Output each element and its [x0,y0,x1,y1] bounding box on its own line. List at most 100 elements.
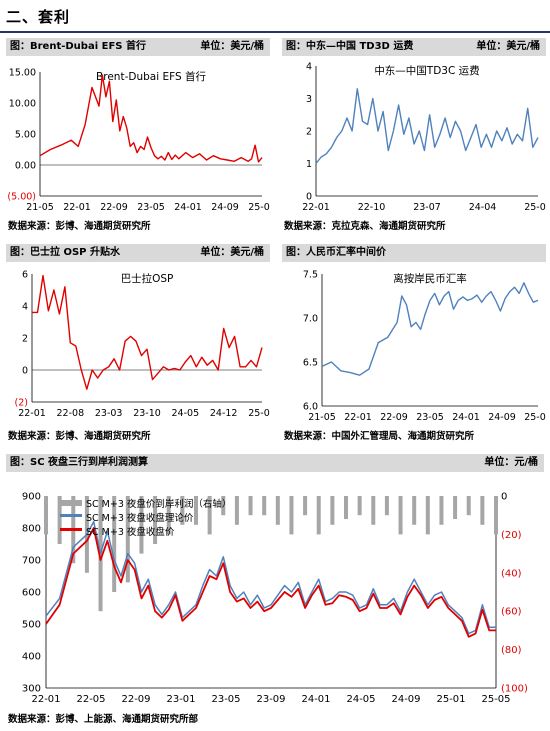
chart-title: 中东—中国TD3C 运费 [374,64,479,77]
x-tick-label: 23-01 [166,694,195,705]
legend-swatch [60,500,82,506]
panel-2-source: 数据来源：克拉克森、海通期货研究所 [284,221,446,232]
y2-tick-label: (20) [501,530,522,541]
profit-bar [180,496,185,525]
x-tick-label: 25-07 [248,408,270,419]
profit-bar [289,496,294,535]
panel-1-source: 数据来源：彭博、海通期货研究所 [8,221,151,232]
y-tick-label: 0.00 [15,161,36,172]
bottom-header: 图：SC 夜盘三行到岸利润测算 单位：元/桶 [6,454,544,472]
x-tick-label: 23-05 [416,412,444,423]
profit-bar [194,496,198,525]
panel-3-unit: 单位：美元/桶 [200,247,264,258]
y-tick-label: 6.0 [303,402,318,413]
profit-bar [494,496,498,535]
y-tick-label: 5.00 [15,130,36,141]
profit-bar [221,496,226,516]
panel-4-source: 数据来源：中国外汇管理局、海通期货研究所 [284,431,475,442]
x-tick-label: 21-05 [26,202,54,213]
y-tick-label: 10.00 [9,99,36,110]
x-tick-label: 22-01 [63,202,91,213]
y-tick-label: 2 [22,334,28,345]
x-tick-label: 23-05 [211,694,240,705]
profit-bar [398,496,403,535]
profit-bar [166,496,171,535]
profit-bar [425,496,430,535]
y-tick-label: 0 [22,366,28,377]
panel-1-title: 图：Brent-Dubai EFS 首行 [10,41,146,52]
series-line [39,74,263,163]
x-tick-label: 22-01 [302,202,330,213]
y-tick-label: 400 [22,652,41,663]
chart-brent-dubai-efs: (5.00) 0.00 5.00 10.00 15.00 21-05 22-01 22-09 2… [7,68,270,214]
y-tick-label: 500 [22,620,41,631]
profit-bar [275,496,280,525]
panel-4-header: 图：人民币汇率中间价 [282,244,546,262]
panel-2-unit: 单位：美元/桶 [476,41,540,52]
y-tick-label: 7.0 [303,314,318,325]
x-tick-label: 24-09 [211,202,239,213]
x-tick-label: 22-01 [18,408,46,419]
y-tick-label: 15.00 [9,68,36,79]
x-tick-label: 23-07 [413,202,441,213]
profit-bar [412,496,417,525]
panel-1-header: 图：Brent-Dubai EFS 首行 单位：美元/桶 [6,38,270,56]
profit-bar [44,496,48,535]
legend-swatch [60,514,82,517]
y-tick-label: (2) [15,398,28,409]
chart-rmb-rate: 6.0 6.5 7.0 7.5 21-05 22-01 22-09 23-05 24-01 24-… [303,270,546,424]
x-tick-label: 22-05 [76,694,105,705]
profit-bar [371,496,376,525]
profit-bar [125,496,130,583]
panel-4-title: 图：人民币汇率中间价 [286,247,386,258]
y-tick-label: 700 [22,556,41,567]
y-tick-label: 900 [22,492,41,503]
x-tick-label: 24-05 [346,694,375,705]
x-tick-label: 24-01 [301,694,330,705]
series-line [32,274,263,390]
profit-bar [153,496,158,544]
x-tick-label: 23-05 [137,202,165,213]
y-tick-label: 4 [306,62,312,73]
chart-td3c-freight: 0 1 2 3 4 22-01 22-10 23-07 24-04 25-01 中东—中国TD3C … [302,62,546,214]
x-tick-label: 23-10 [133,408,161,419]
x-tick-label: 24-01 [174,202,202,213]
profit-bar [453,496,458,520]
x-tick-label: 25-01 [436,694,465,705]
y2-tick-label: (80) [501,645,522,656]
section-divider [0,31,550,33]
y2-tick-label: (100) [501,684,528,695]
y-tick-label: (5.00) [7,192,36,203]
profit-bar [480,496,485,525]
y-tick-label: 6 [22,270,28,281]
legend-label: SC M+3 夜盘收盘价 [86,526,175,538]
x-tick-label: 24-12 [210,408,238,419]
profit-bar [357,496,362,516]
bottom-title: 图：SC 夜盘三行到岸利润测算 [10,457,149,468]
x-tick-label: 24-01 [452,412,480,423]
profit-bar [248,496,253,516]
profit-bar [262,496,267,516]
chart-title: Brent-Dubai EFS 首行 [96,70,206,83]
x-tick-label: 24-09 [488,412,516,423]
panel-1-unit: 单位：美元/桶 [200,41,264,52]
bottom-unit: 单位：元/桶 [484,457,538,468]
x-tick-label: 22-08 [57,408,85,419]
profit-bar [344,496,348,520]
series-line [321,282,539,376]
x-tick-label: 22-09 [121,694,150,705]
legend-label: SC M+3 夜盘收盘理论价 [86,512,194,524]
chart-title: 巴士拉OSP [121,272,174,285]
y-tick-label: 800 [22,524,41,535]
y-tick-label: 0 [306,192,312,203]
x-tick-label: 25-05 [248,202,270,213]
panel-3-header: 图：巴士拉 OSP 升贴水 单位：美元/桶 [6,244,270,262]
chart-title: 离按岸民币汇率 [393,272,467,285]
x-tick-label: 22-10 [358,202,386,213]
profit-bar [330,496,335,525]
y2-tick-label: (60) [501,607,522,618]
x-tick-label: 23-03 [95,408,123,419]
y-tick-label: 300 [22,684,41,695]
chart-sc-profit: 300 400 500 600 700 800 900 0 (20) (40) (60) (80) (1… [22,492,528,706]
profit-bar [234,496,239,525]
